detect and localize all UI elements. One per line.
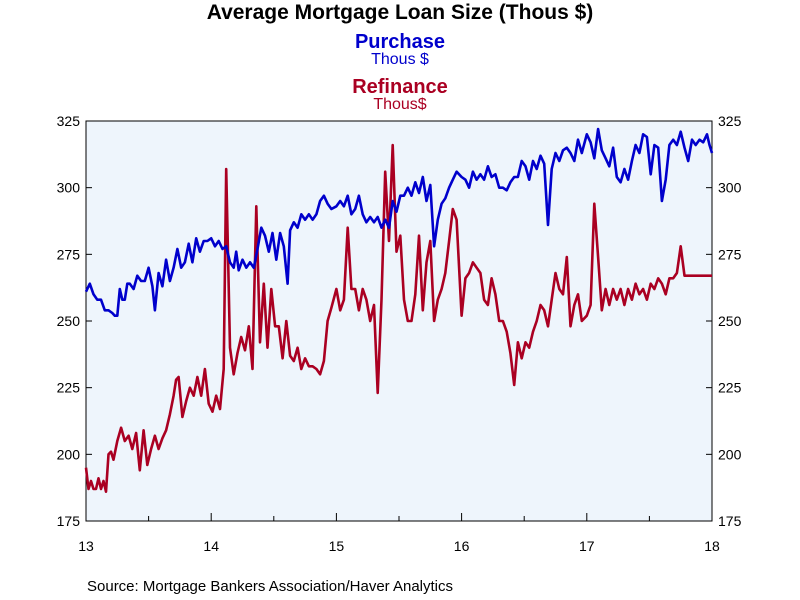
y-tick-label-left: 225	[57, 380, 81, 396]
y-tick-label-left: 275	[57, 246, 81, 262]
tick-labels: 175 175 200 200 225 225 250 250 275 275 300 300 325 3…	[57, 113, 742, 554]
series-unit-refinance: Thous$	[373, 96, 427, 113]
axis-ticks	[85, 120, 713, 522]
series-name-purchase: Purchase	[354, 31, 446, 53]
x-tick-label: 13	[78, 538, 94, 554]
y-tick-label-right: 325	[718, 113, 742, 129]
y-tick-label-left: 300	[57, 180, 81, 196]
x-tick-label: 15	[329, 538, 345, 554]
x-tick-label: 17	[579, 538, 595, 554]
y-tick-label-left: 175	[57, 513, 81, 529]
series-name-refinance: Refinance	[352, 76, 448, 98]
y-tick-label-right: 250	[718, 313, 742, 329]
chart-title: Average Mortgage Loan Size (Thous $)	[206, 1, 594, 24]
series-unit-purchase: Thous $	[371, 51, 429, 68]
series-line-purchase	[84, 127, 714, 317]
x-tick-label: 14	[203, 538, 219, 554]
series-line-refinance	[84, 143, 712, 493]
source-note: Source: Mortgage Bankers Association/Hav…	[87, 578, 454, 595]
y-tick-label-left: 250	[57, 313, 81, 329]
y-tick-label-right: 175	[718, 513, 742, 529]
y-tick-label-right: 300	[718, 180, 742, 196]
y-tick-label-right: 225	[718, 380, 742, 396]
x-tick-label: 16	[454, 538, 470, 554]
series-lines	[84, 127, 714, 493]
y-tick-label-right: 200	[718, 446, 742, 462]
x-tick-label: 18	[704, 538, 720, 554]
y-tick-label-left: 200	[57, 446, 81, 462]
y-tick-label-right: 275	[718, 246, 742, 262]
y-tick-label-left: 325	[57, 113, 81, 129]
